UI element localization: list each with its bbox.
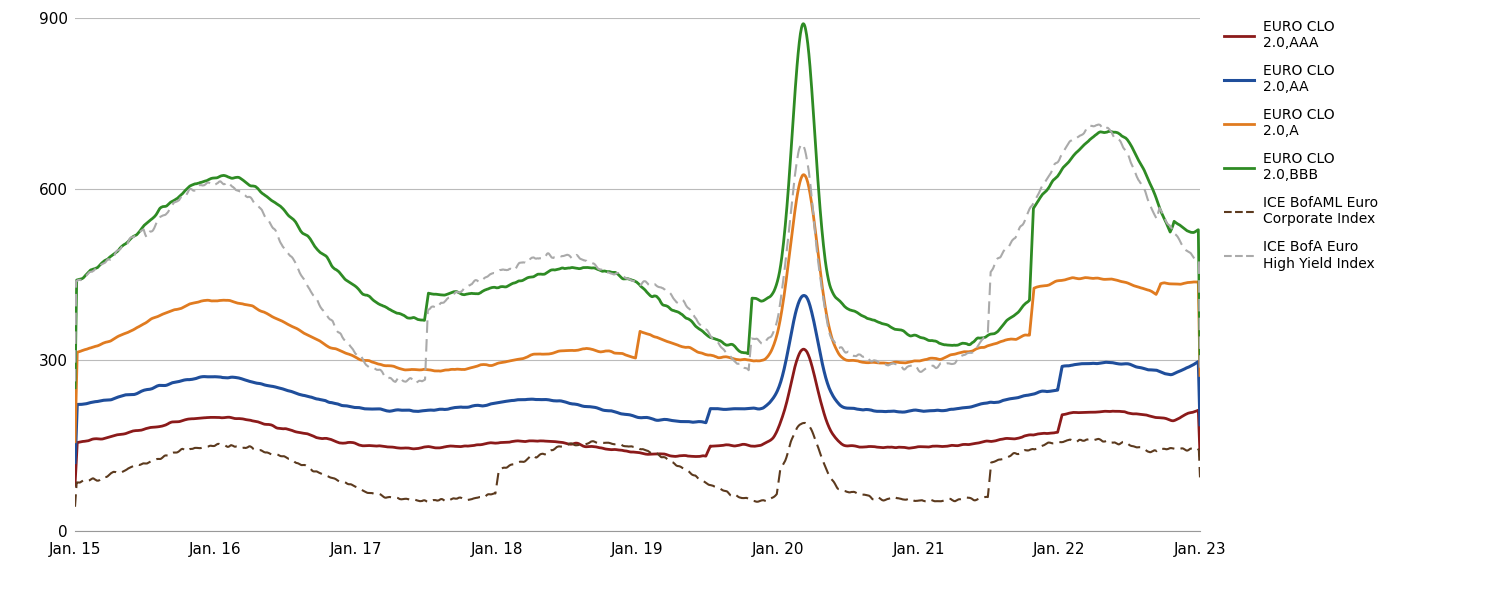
Legend: EURO CLO
2.0,AAA, EURO CLO
2.0,AA, EURO CLO
2.0,A, EURO CLO
2.0,BBB, ICE BofAML : EURO CLO 2.0,AAA, EURO CLO 2.0,AA, EURO … <box>1218 14 1383 276</box>
